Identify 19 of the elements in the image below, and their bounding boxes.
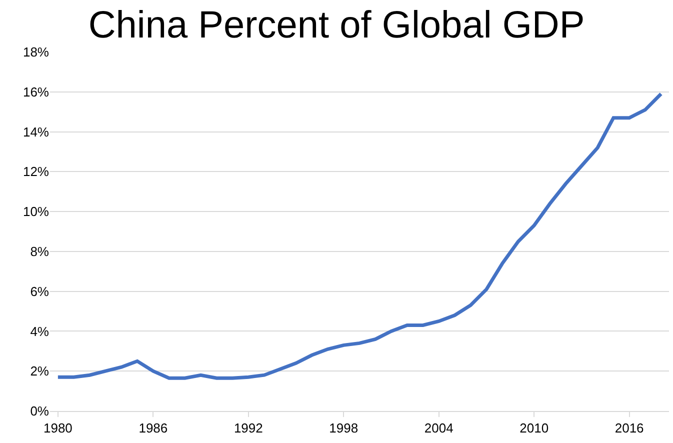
x-tick-label: 1980: [43, 420, 72, 436]
y-tick-label: 14%: [22, 124, 50, 140]
y-tick-label: 8%: [30, 244, 50, 259]
line-series: [56, 92, 663, 380]
x-tick-label: 2016: [614, 420, 644, 436]
y-tick-label: 4%: [30, 324, 50, 339]
x-tick-label: 2010: [520, 420, 549, 436]
y-tick-label: 0%: [30, 404, 50, 419]
x-tick-label: 1992: [234, 420, 263, 436]
x-tick-label: 1986: [138, 420, 168, 436]
y-tick-label: 18%: [22, 44, 50, 60]
x-tick-label: 1998: [329, 420, 358, 436]
y-tick-label: 6%: [30, 284, 50, 299]
y-tick-label: 2%: [30, 364, 50, 379]
y-tick-label: 10%: [22, 204, 50, 220]
y-tick-label: 16%: [22, 84, 50, 100]
chart-title: China Percent of Global GDP: [88, 4, 585, 47]
x-tick-label: 2004: [424, 420, 454, 436]
y-tick-label: 12%: [22, 164, 50, 180]
